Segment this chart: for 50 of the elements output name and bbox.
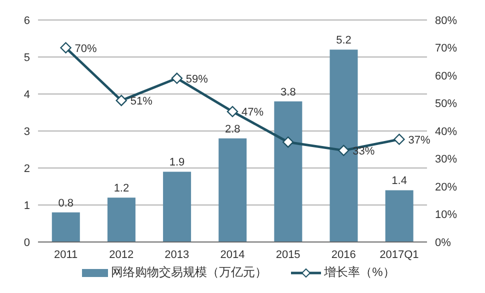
data-label: 37% bbox=[408, 134, 430, 146]
data-label: 5.2 bbox=[336, 34, 352, 47]
point bbox=[116, 94, 127, 106]
bar bbox=[274, 101, 302, 242]
y2-tick-label: 70% bbox=[435, 42, 458, 55]
data-label: 59% bbox=[186, 73, 208, 86]
legend-label: 网络购物交易规模（万亿元） bbox=[111, 264, 268, 281]
x-tick-label: 2015 bbox=[276, 248, 300, 261]
y-tick-label: 2 bbox=[24, 162, 30, 175]
data-label: 1.9 bbox=[169, 156, 185, 169]
y2-tick-label: 30% bbox=[435, 154, 458, 166]
x-tick-label: 2012 bbox=[109, 248, 134, 261]
y-tick-label: 4 bbox=[24, 88, 30, 101]
y2-tick-label: 50% bbox=[435, 98, 458, 110]
y2-tick-label: 40% bbox=[435, 126, 458, 138]
data-label: 0.8 bbox=[58, 197, 74, 210]
x-tick-label: 2011 bbox=[54, 248, 78, 261]
x-tick-label: 2014 bbox=[220, 248, 245, 261]
point bbox=[226, 106, 238, 118]
x-tick-label: 2017Q1 bbox=[380, 248, 419, 261]
legend-label: 增长率（%） bbox=[324, 264, 395, 281]
bar bbox=[385, 190, 414, 242]
point bbox=[60, 42, 72, 54]
data-label: 2.8 bbox=[224, 123, 240, 136]
y2-tick-label: 80% bbox=[435, 14, 458, 27]
x-tick-label: 2016 bbox=[331, 248, 356, 261]
y2-tick-label: 10% bbox=[435, 209, 458, 222]
data-label: 70% bbox=[74, 42, 98, 55]
data-label: 51% bbox=[130, 95, 153, 108]
bar bbox=[52, 212, 80, 242]
bar bbox=[107, 198, 136, 242]
x-tick-label: 2013 bbox=[164, 248, 190, 261]
data-label: 1.2 bbox=[114, 182, 130, 195]
y2-tick-label: 60% bbox=[435, 70, 458, 82]
data-label: 47% bbox=[242, 106, 264, 119]
bar bbox=[218, 138, 247, 242]
y-tick-label: 1 bbox=[24, 200, 30, 212]
point bbox=[171, 72, 183, 84]
bar bbox=[163, 172, 192, 242]
data-label: 3.8 bbox=[280, 86, 296, 98]
y-tick-label: 5 bbox=[24, 52, 30, 64]
y2-tick-label: 20% bbox=[435, 181, 458, 194]
y2-tick-label: 0% bbox=[435, 236, 452, 249]
y-tick-label: 6 bbox=[24, 14, 30, 27]
y-tick-label: 3 bbox=[24, 126, 30, 138]
point bbox=[282, 136, 294, 148]
data-label: 1.4 bbox=[392, 175, 407, 188]
point bbox=[394, 134, 405, 145]
y-tick-label: 0 bbox=[24, 236, 30, 249]
point bbox=[338, 144, 350, 156]
